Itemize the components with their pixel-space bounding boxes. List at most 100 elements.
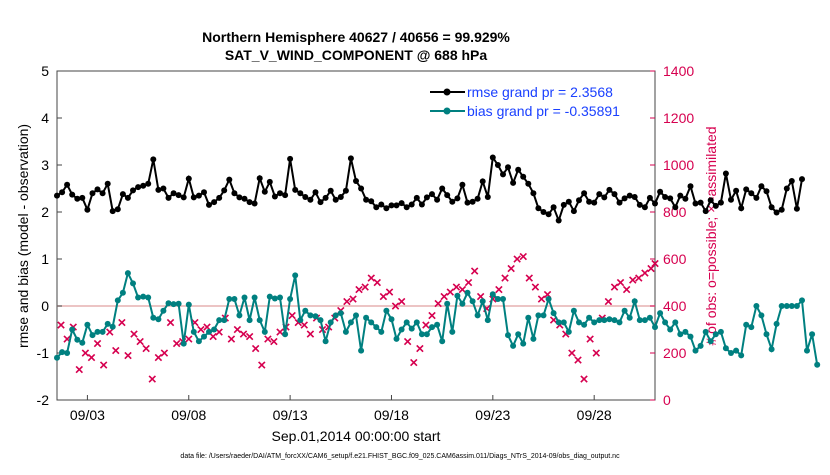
bias-point: [459, 300, 466, 307]
rmse-point: [459, 181, 466, 188]
obs-count-marker: ×: [446, 284, 455, 301]
obs-count-marker: ×: [537, 291, 546, 308]
bias-point: [114, 297, 121, 304]
rmse-point: [322, 194, 329, 201]
bias-point: [550, 310, 557, 317]
obs-count-marker: ×: [105, 324, 114, 341]
bias-point: [763, 331, 770, 338]
legend: rmse grand pr = 2.3568 bias grand pr = -…: [427, 79, 649, 121]
bias-point: [69, 326, 76, 333]
obs-count-marker: ×: [361, 279, 370, 296]
bias-point: [682, 328, 689, 335]
obs-count-marker: ×: [300, 317, 309, 334]
rmse-point: [758, 183, 765, 190]
obs-count-marker: ×: [172, 336, 181, 353]
rmse-point: [363, 196, 370, 203]
obs-count-marker: ×: [93, 336, 102, 353]
rmse-point: [241, 195, 248, 202]
bias-point: [641, 317, 648, 324]
rmse-point: [778, 206, 785, 213]
rmse-point: [788, 178, 795, 184]
bias-point: [570, 307, 577, 314]
obs-count-marker: ×: [142, 340, 151, 357]
obs-count-marker: ×: [209, 329, 218, 346]
rmse-point: [185, 175, 192, 182]
rmse-point: [799, 176, 805, 183]
bias-point: [545, 296, 552, 302]
rmse-point: [287, 155, 294, 162]
rmse-point: [682, 195, 689, 202]
bias-point: [778, 303, 785, 309]
rmse-point: [221, 187, 228, 194]
obs-count-marker: ×: [488, 291, 497, 308]
bias-point: [155, 316, 162, 323]
y-right-tick-label: 200: [663, 345, 687, 361]
bias-point: [439, 338, 446, 345]
rmse-point: [378, 201, 385, 208]
obs-count-marker: ×: [458, 282, 467, 299]
rmse-point: [236, 194, 243, 201]
obs-count-marker: ×: [111, 343, 120, 360]
bias-point: [697, 342, 704, 349]
bias-point: [165, 300, 172, 307]
rmse-point: [201, 189, 207, 196]
obs-count-marker: ×: [616, 275, 625, 292]
rmse-point: [626, 192, 633, 199]
rmse-point: [124, 194, 131, 201]
rmse-point: [358, 185, 365, 192]
obs-count-marker: ×: [586, 331, 595, 348]
bias-point: [692, 347, 699, 354]
bias-point: [94, 328, 101, 335]
obs-count-marker: ×: [166, 314, 175, 331]
bias-point: [251, 294, 258, 301]
obs-count-marker: ×: [257, 357, 266, 374]
rmse-point: [307, 196, 314, 203]
obs-count-marker: ×: [75, 361, 84, 378]
bias-point: [231, 296, 238, 302]
rmse-series: [54, 154, 805, 224]
rmse-point: [530, 190, 537, 197]
rmse-point: [636, 201, 643, 208]
bias-point: [520, 340, 527, 347]
bias-point: [373, 324, 380, 331]
obs-count-marker: ×: [549, 312, 558, 329]
legend-box: [427, 79, 649, 121]
obs-count-marker: ×: [367, 270, 376, 287]
rmse-point: [652, 200, 658, 207]
rmse-point: [368, 198, 375, 205]
bias-point: [646, 314, 653, 321]
bias-point: [505, 332, 511, 339]
bias-point: [500, 296, 506, 302]
rmse-point: [398, 200, 405, 207]
rmse-point: [596, 191, 603, 198]
bias-point: [611, 317, 618, 324]
rmse-point: [601, 194, 608, 201]
rmse-point: [707, 197, 714, 204]
rmse-point: [211, 199, 218, 206]
rmse-point: [606, 186, 613, 193]
bias-point: [59, 349, 66, 356]
rmse-point: [297, 190, 304, 197]
bias-point: [124, 270, 131, 277]
bias-point: [150, 314, 157, 321]
rmse-point: [717, 199, 724, 206]
rmse-point: [99, 190, 106, 197]
bias-point: [170, 301, 177, 308]
obs-count-marker: ×: [610, 279, 619, 296]
legend-rmse-marker: [443, 88, 451, 96]
rmse-point: [611, 191, 618, 198]
rmse-point: [434, 196, 441, 203]
obs-count-marker: ×: [403, 333, 412, 350]
bias-point: [814, 361, 821, 368]
bias-point: [753, 303, 760, 309]
bias-point: [738, 352, 745, 359]
y-left-tick-label: 4: [41, 110, 49, 126]
bias-point: [484, 317, 491, 324]
rmse-point: [743, 186, 750, 193]
rmse-point: [728, 196, 734, 203]
y-axis-label-right: # of obs: o=possible; ×=assimilated: [703, 126, 719, 345]
rmse-point: [505, 164, 511, 171]
y-right-tick-label: 800: [663, 204, 687, 220]
bias-point: [702, 328, 709, 335]
rmse-point: [454, 195, 461, 202]
